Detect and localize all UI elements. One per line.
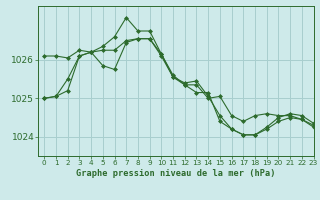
X-axis label: Graphe pression niveau de la mer (hPa): Graphe pression niveau de la mer (hPa) bbox=[76, 169, 276, 178]
